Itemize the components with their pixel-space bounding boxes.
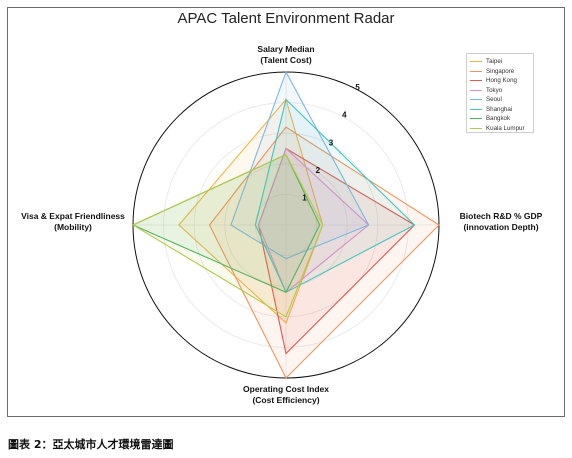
- series-seoul: [230, 70, 370, 260]
- legend-swatch: [470, 118, 482, 120]
- legend-label: Kuala Lumpur: [486, 124, 525, 132]
- legend-label: Bangkok: [486, 115, 511, 123]
- legend-item: Kuala Lumpur: [470, 124, 530, 134]
- chart-legend: Taipei Singapore Hong Kong Tokyo Seoul Shangh…: [466, 53, 534, 133]
- series-singapore: [208, 126, 440, 379]
- legend-item: Taipei: [470, 57, 530, 67]
- axis-label: (Cost Efficiency): [252, 395, 319, 405]
- legend-swatch: [470, 89, 482, 91]
- legend-label: Singapore: [486, 67, 515, 75]
- legend-label: Taipei: [486, 58, 503, 66]
- radial-tick-label: 5: [355, 83, 360, 92]
- legend-item: Hong Kong: [470, 76, 530, 86]
- legend-label: Shanghai: [486, 105, 513, 113]
- legend-swatch: [470, 108, 482, 110]
- legend-item: Seoul: [470, 95, 530, 105]
- axis-label: (Talent Cost): [260, 55, 311, 65]
- legend-label: Tokyo: [486, 86, 503, 94]
- legend-item: Bangkok: [470, 114, 530, 124]
- legend-item: Tokyo: [470, 86, 530, 96]
- axis-label: (innovation Depth): [463, 222, 538, 232]
- legend-swatch: [470, 70, 482, 72]
- axis-label: Visa & Expat Friendliness: [21, 211, 125, 221]
- legend-swatch: [470, 61, 482, 63]
- legend-swatch: [470, 99, 482, 101]
- legend-item: Singapore: [470, 67, 530, 77]
- axis-label: Operating Cost Index: [243, 384, 329, 394]
- legend-swatch: [470, 127, 482, 129]
- radial-tick-label: 4: [342, 111, 347, 120]
- axis-label: Biotech R&D % GDP: [460, 211, 543, 221]
- axis-label: (Mobility): [54, 222, 92, 232]
- legend-item: Shanghai: [470, 105, 530, 115]
- chart-title: APAC Talent Environment Radar: [177, 10, 395, 27]
- legend-label: Seoul: [486, 96, 502, 104]
- legend-swatch: [470, 80, 482, 82]
- radial-tick-label: 3: [329, 138, 334, 147]
- axis-label: Salary Median: [257, 44, 314, 54]
- legend-label: Hong Kong: [486, 77, 517, 85]
- figure-caption: 圖表 2：亞太城市人才環境雷達圖: [8, 438, 174, 451]
- radial-tick-label: 1: [302, 193, 307, 202]
- radial-tick-label: 2: [316, 166, 321, 175]
- series-kuala-lumpur: [131, 153, 324, 318]
